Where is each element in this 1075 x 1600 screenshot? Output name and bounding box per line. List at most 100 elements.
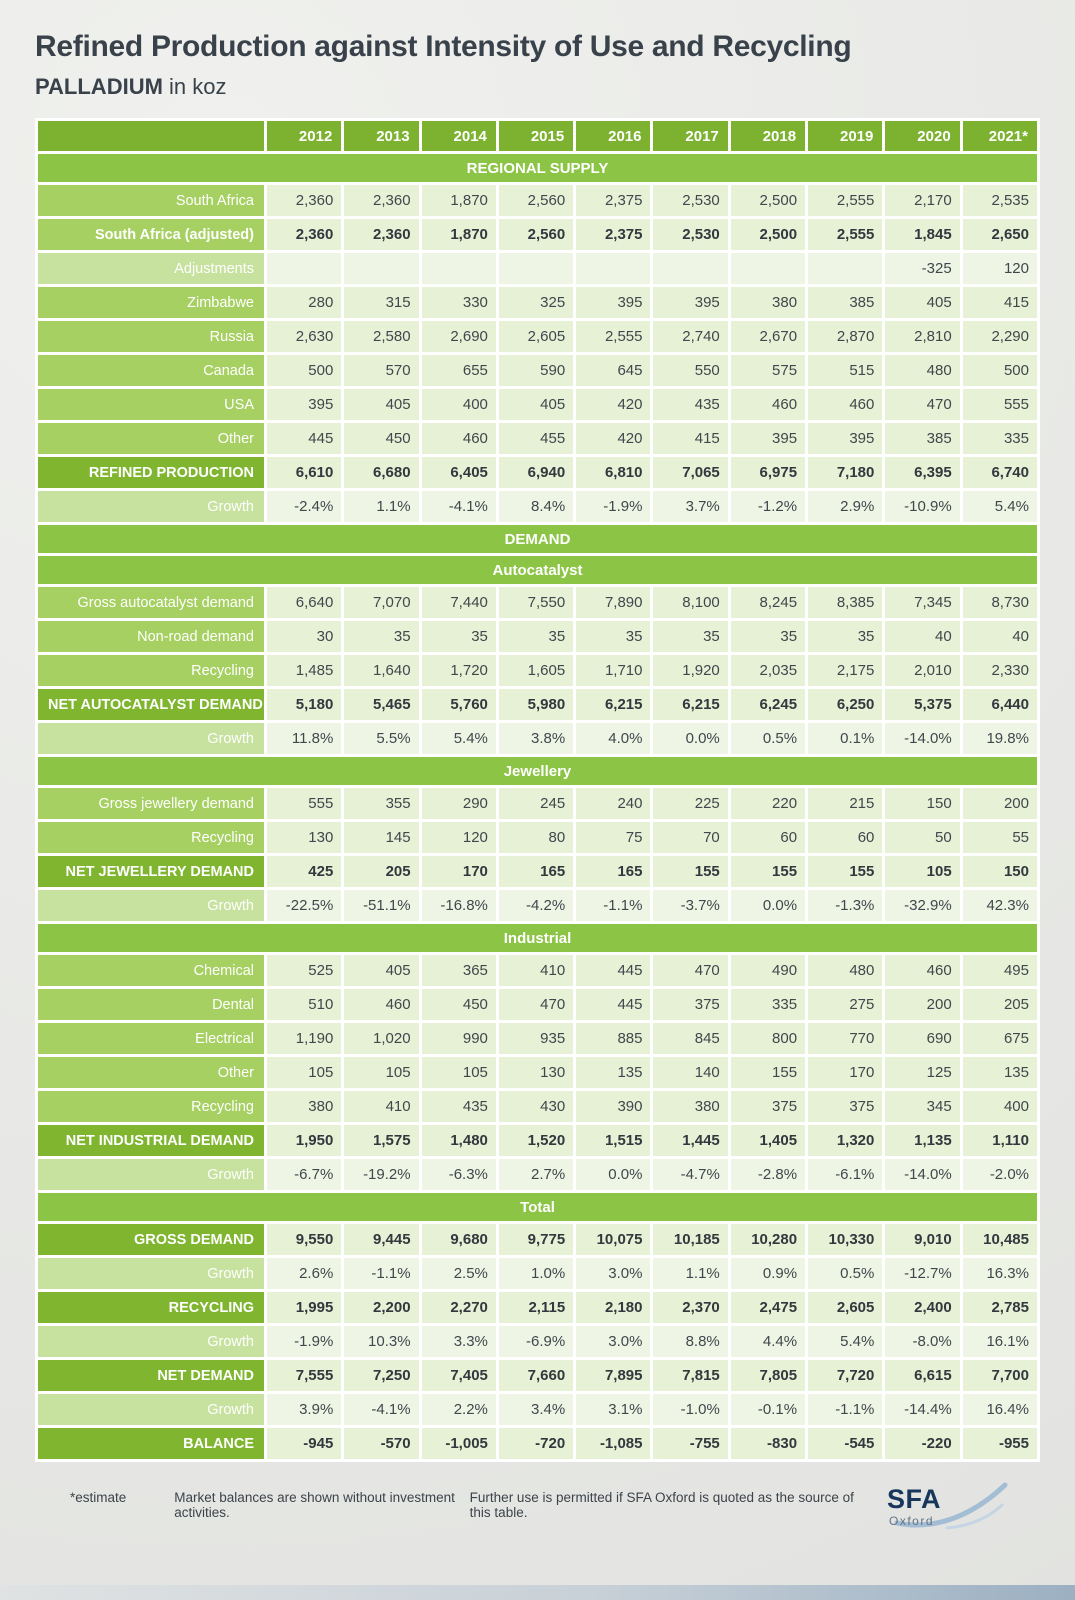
section-header: REGIONAL SUPPLY	[38, 154, 1037, 182]
value-cell: 7,065	[653, 457, 728, 488]
value-cell: 2,115	[498, 1292, 574, 1323]
section-band-row: Jewellery	[38, 757, 1037, 785]
table-row: South Africa (adjusted) 2,360 2,360 1,870 2,…	[38, 219, 1037, 250]
value-cell: 155	[653, 856, 728, 887]
value-cell: 215	[808, 788, 883, 819]
value-cell: -4.1%	[421, 491, 496, 522]
table-row: Non-road demand 30 35 35 35 35 35 35 35 40 40	[38, 621, 1037, 652]
row-label: Other	[38, 423, 264, 454]
row-label: Other	[38, 1057, 264, 1088]
value-cell	[421, 253, 496, 284]
value-cell: 19.8%	[962, 723, 1037, 754]
value-cell: 435	[421, 1091, 496, 1122]
value-cell: 2,400	[885, 1292, 960, 1323]
value-cell: 460	[730, 389, 806, 420]
table-row: NET JEWELLERY DEMAND 425 205 170 165 165 155 15…	[38, 856, 1037, 887]
value-cell: 80	[498, 822, 574, 853]
value-cell: 2,580	[344, 321, 419, 352]
year-header: 2019	[808, 121, 883, 151]
value-cell: 2,360	[267, 185, 342, 216]
value-cell: 1.1%	[344, 491, 419, 522]
value-cell: 2,330	[962, 655, 1037, 686]
value-cell: 2,500	[730, 185, 806, 216]
footer-note-permission: Further use is permitted if SFA Oxford i…	[469, 1490, 854, 1520]
value-cell: 7,660	[498, 1360, 574, 1391]
value-cell: 1,710	[576, 655, 651, 686]
value-cell: 7,550	[498, 587, 574, 618]
value-cell: 2,180	[576, 1292, 651, 1323]
value-cell: 165	[498, 856, 574, 887]
value-cell: 2,785	[962, 1292, 1037, 1323]
value-cell: 10,075	[576, 1224, 651, 1255]
value-cell: 500	[962, 355, 1037, 386]
value-cell: 3.8%	[498, 723, 574, 754]
year-header: 2017	[653, 121, 728, 151]
value-cell: 570	[344, 355, 419, 386]
value-cell: -830	[730, 1428, 806, 1459]
value-cell	[576, 253, 651, 284]
value-cell: 7,815	[653, 1360, 728, 1391]
palladium-table: 2012 2013 2014 2015 2016 2017 2018 2019 2020 2021…	[35, 118, 1040, 1462]
value-cell: 2.2%	[421, 1394, 496, 1425]
value-cell: 6,440	[962, 689, 1037, 720]
table-row: South Africa 2,360 2,360 1,870 2,560 2,375 2,5…	[38, 185, 1037, 216]
row-label: NET AUTOCATALYST DEMAND	[38, 689, 264, 720]
row-label: Recycling	[38, 1091, 264, 1122]
value-cell	[808, 253, 883, 284]
value-cell: 2,560	[498, 185, 574, 216]
value-cell: 240	[576, 788, 651, 819]
value-cell: 365	[421, 955, 496, 986]
table-row: Gross jewellery demand 555 355 290 245 240 225…	[38, 788, 1037, 819]
table-row: Growth -2.4% 1.1% -4.1% 8.4% -1.9% 3.7% -1.2% 2.…	[38, 491, 1037, 522]
value-cell: 990	[421, 1023, 496, 1054]
value-cell: 10,280	[730, 1224, 806, 1255]
value-cell: 155	[730, 856, 806, 887]
value-cell: 525	[267, 955, 342, 986]
value-cell: 6,250	[808, 689, 883, 720]
footer-note-balances: Market balances are shown without invest…	[174, 1490, 455, 1520]
value-cell: 460	[421, 423, 496, 454]
value-cell: 2.9%	[808, 491, 883, 522]
value-cell: 1,845	[885, 219, 960, 250]
year-header: 2016	[576, 121, 651, 151]
value-cell: 1,720	[421, 655, 496, 686]
row-label: BALANCE	[38, 1428, 264, 1459]
section-header: Autocatalyst	[38, 556, 1037, 584]
value-cell: 335	[962, 423, 1037, 454]
value-cell: 8,730	[962, 587, 1037, 618]
value-cell: 0.0%	[730, 890, 806, 921]
unit-label: in koz	[169, 74, 227, 99]
table-row: Growth 2.6% -1.1% 2.5% 1.0% 3.0% 1.1% 0.9% 0.5% -…	[38, 1258, 1037, 1289]
page-subtitle: PALLADIUM in koz	[35, 74, 1040, 100]
section-header: DEMAND	[38, 525, 1037, 553]
section-header: Jewellery	[38, 757, 1037, 785]
table-row: Other 105 105 105 130 135 140 155 170 125 135	[38, 1057, 1037, 1088]
value-cell	[653, 253, 728, 284]
value-cell: 1.0%	[498, 1258, 574, 1289]
year-header: 2013	[344, 121, 419, 151]
table-row: Dental 510 460 450 470 445 375 335 275 200 205	[38, 989, 1037, 1020]
value-cell: 395	[653, 287, 728, 318]
value-cell: 335	[730, 989, 806, 1020]
value-cell: 5.4%	[421, 723, 496, 754]
value-cell: -2.8%	[730, 1159, 806, 1190]
value-cell: 355	[344, 788, 419, 819]
value-cell: 405	[885, 287, 960, 318]
value-cell: 1,480	[421, 1125, 496, 1156]
row-label: Growth	[38, 1159, 264, 1190]
year-header: 2014	[421, 121, 496, 151]
value-cell: -12.7%	[885, 1258, 960, 1289]
value-cell: 150	[962, 856, 1037, 887]
value-cell: 7,805	[730, 1360, 806, 1391]
value-cell: -325	[885, 253, 960, 284]
value-cell: 42.3%	[962, 890, 1037, 921]
value-cell: 5,180	[267, 689, 342, 720]
value-cell: 1,920	[653, 655, 728, 686]
value-cell: 7,345	[885, 587, 960, 618]
value-cell: 2,270	[421, 1292, 496, 1323]
value-cell: -1.1%	[576, 890, 651, 921]
page: Refined Production against Intensity of …	[35, 30, 1040, 1530]
value-cell: 2.7%	[498, 1159, 574, 1190]
value-cell: 6,640	[267, 587, 342, 618]
value-cell: -1,085	[576, 1428, 651, 1459]
